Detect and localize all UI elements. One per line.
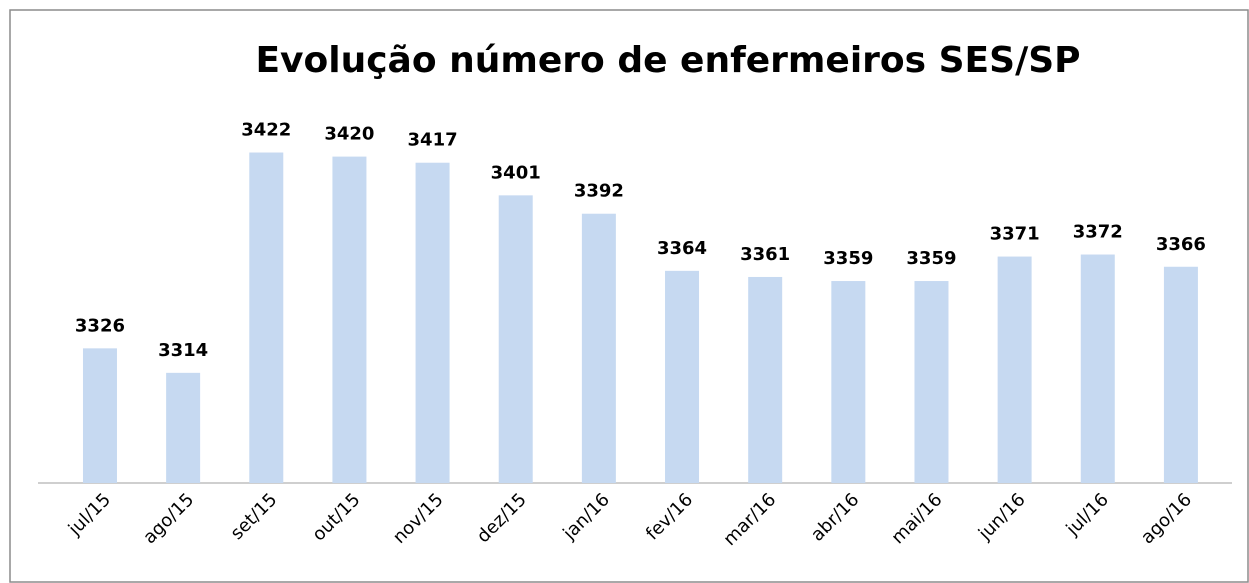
bar [415, 162, 450, 483]
data-label: 3372 [1073, 222, 1123, 243]
chart-title: Evolução número de enfermeiros SES/SP [255, 40, 1080, 81]
bar [997, 256, 1032, 483]
data-label: 3422 [241, 120, 291, 141]
bar [498, 195, 533, 484]
data-label: 3326 [75, 315, 125, 336]
bar [332, 156, 367, 483]
data-label: 3361 [740, 244, 790, 265]
bar [166, 372, 201, 483]
bar [82, 348, 117, 483]
data-label: 3314 [158, 340, 208, 361]
data-label: 3401 [491, 162, 541, 183]
bar [581, 213, 616, 483]
bar [665, 270, 700, 483]
bar [1080, 254, 1115, 483]
data-label: 3359 [906, 248, 956, 269]
bar [914, 281, 949, 483]
bar [1163, 266, 1198, 483]
data-label: 3392 [574, 181, 624, 202]
bar [748, 276, 783, 483]
data-label: 3359 [823, 248, 873, 269]
data-label: 3366 [1156, 234, 1206, 255]
chart-frame [9, 9, 1249, 583]
bar [249, 152, 284, 483]
data-label: 3420 [324, 124, 374, 145]
data-label: 3364 [657, 238, 707, 259]
data-label: 3371 [990, 224, 1040, 245]
bar [831, 281, 866, 483]
data-label: 3417 [408, 130, 458, 151]
